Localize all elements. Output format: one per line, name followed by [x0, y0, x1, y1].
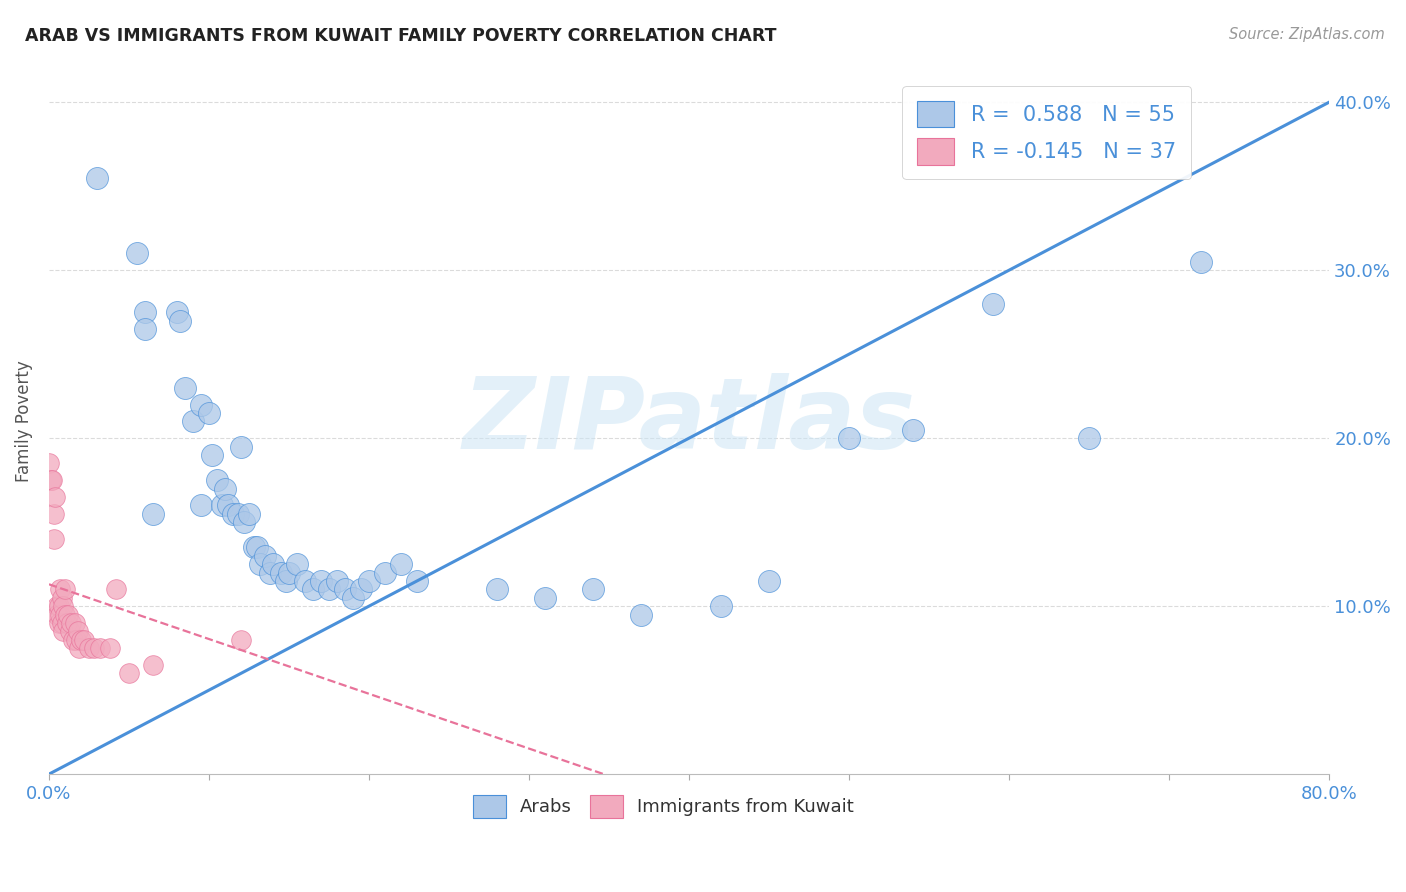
- Point: [630, 607, 652, 622]
- Point: [134, 305, 156, 319]
- Point: [44, 490, 66, 504]
- Point: [51, 615, 73, 630]
- Point: [174, 381, 197, 395]
- Point: [262, 557, 284, 571]
- Point: [190, 398, 212, 412]
- Point: [389, 557, 412, 571]
- Point: [65, 632, 87, 647]
- Point: [105, 582, 128, 597]
- Legend: Arabs, Immigrants from Kuwait: Arabs, Immigrants from Kuwait: [465, 788, 860, 825]
- Point: [49, 607, 72, 622]
- Point: [278, 566, 301, 580]
- Point: [318, 582, 340, 597]
- Point: [374, 566, 396, 580]
- Point: [901, 423, 924, 437]
- Point: [326, 574, 349, 588]
- Point: [169, 313, 191, 327]
- Point: [333, 582, 356, 597]
- Text: Source: ZipAtlas.com: Source: ZipAtlas.com: [1229, 27, 1385, 42]
- Point: [77, 641, 100, 656]
- Point: [1078, 431, 1101, 445]
- Point: [38, 456, 60, 470]
- Point: [51, 591, 73, 605]
- Point: [142, 657, 165, 672]
- Point: [406, 574, 429, 588]
- Point: [86, 170, 108, 185]
- Point: [211, 499, 233, 513]
- Point: [55, 615, 77, 630]
- Point: [243, 541, 266, 555]
- Point: [309, 574, 332, 588]
- Point: [198, 406, 221, 420]
- Point: [285, 557, 308, 571]
- Point: [249, 557, 271, 571]
- Point: [125, 246, 148, 260]
- Point: [89, 641, 111, 656]
- Point: [229, 632, 252, 647]
- Point: [486, 582, 509, 597]
- Point: [981, 296, 1004, 310]
- Point: [582, 582, 605, 597]
- Point: [226, 507, 249, 521]
- Point: [710, 599, 733, 614]
- Point: [52, 599, 75, 614]
- Point: [294, 574, 316, 588]
- Point: [214, 482, 236, 496]
- Point: [52, 624, 75, 639]
- Point: [39, 473, 62, 487]
- Point: [259, 566, 281, 580]
- Point: [357, 574, 380, 588]
- Text: ZIPatlas: ZIPatlas: [463, 373, 915, 470]
- Point: [62, 632, 84, 647]
- Point: [48, 615, 70, 630]
- Point: [49, 582, 72, 597]
- Point: [838, 431, 860, 445]
- Point: [253, 549, 276, 563]
- Point: [181, 414, 204, 428]
- Point: [166, 305, 188, 319]
- Point: [222, 507, 245, 521]
- Point: [66, 624, 89, 639]
- Point: [53, 582, 76, 597]
- Point: [98, 641, 121, 656]
- Point: [67, 641, 90, 656]
- Point: [118, 666, 141, 681]
- Y-axis label: Family Poverty: Family Poverty: [15, 360, 32, 483]
- Point: [142, 507, 165, 521]
- Point: [42, 507, 65, 521]
- Point: [46, 607, 69, 622]
- Point: [302, 582, 325, 597]
- Point: [41, 473, 63, 487]
- Point: [217, 499, 239, 513]
- Point: [73, 632, 96, 647]
- Point: [233, 515, 256, 529]
- Point: [56, 607, 79, 622]
- Point: [274, 574, 297, 588]
- Point: [134, 322, 156, 336]
- Point: [270, 566, 292, 580]
- Point: [205, 473, 228, 487]
- Point: [238, 507, 260, 521]
- Point: [60, 615, 83, 630]
- Point: [246, 541, 269, 555]
- Point: [342, 591, 364, 605]
- Point: [70, 632, 93, 647]
- Point: [83, 641, 105, 656]
- Point: [758, 574, 780, 588]
- Text: ARAB VS IMMIGRANTS FROM KUWAIT FAMILY POVERTY CORRELATION CHART: ARAB VS IMMIGRANTS FROM KUWAIT FAMILY PO…: [25, 27, 776, 45]
- Point: [63, 615, 86, 630]
- Point: [46, 599, 69, 614]
- Point: [190, 499, 212, 513]
- Point: [229, 440, 252, 454]
- Point: [350, 582, 373, 597]
- Point: [42, 532, 65, 546]
- Point: [1189, 254, 1212, 268]
- Point: [53, 607, 76, 622]
- Point: [534, 591, 557, 605]
- Point: [48, 599, 70, 614]
- Point: [59, 624, 82, 639]
- Point: [201, 448, 224, 462]
